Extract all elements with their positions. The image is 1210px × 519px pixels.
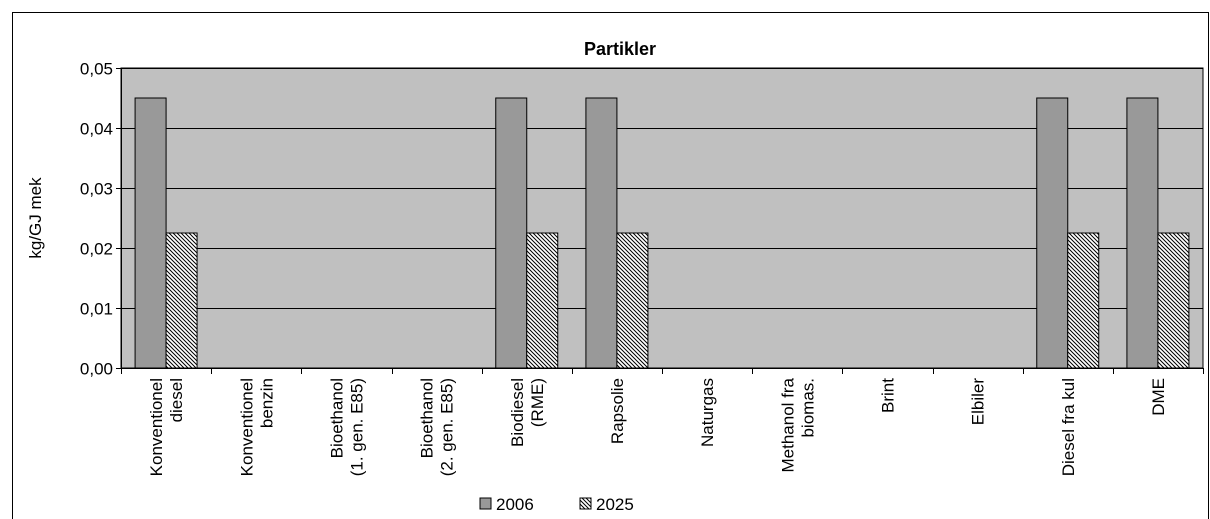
y-tick-label: 0,05 <box>80 60 113 79</box>
x-tick-label: Konventionel <box>237 378 256 476</box>
x-tick-label: (1. gen. E85) <box>347 378 366 476</box>
bar-2006 <box>585 97 618 369</box>
bar-2006 <box>1126 97 1159 369</box>
y-tick-label: 0,04 <box>80 120 113 139</box>
plot-area <box>120 67 1204 369</box>
x-tick-label: diesel <box>167 378 186 422</box>
x-tick-label: (RME) <box>528 378 547 427</box>
legend-swatch <box>579 497 592 510</box>
x-tick-label: biomas. <box>798 378 817 438</box>
y-tick-label: 0,00 <box>80 360 113 379</box>
x-tick-label: Bioethanol <box>418 378 437 458</box>
legend-label: 2025 <box>596 495 634 514</box>
legend-swatch <box>479 497 492 510</box>
x-tick-label: Rapsolie <box>608 378 627 444</box>
chart-title: Partikler <box>584 39 656 59</box>
bar-2025 <box>1157 232 1190 369</box>
bar-2025 <box>616 232 649 369</box>
x-tick-label: Naturgas <box>698 378 717 447</box>
x-tick-label: Methanol fra <box>778 377 797 472</box>
x-tick-label: Biodiesel <box>508 378 527 447</box>
y-axis-label: kg/GJ mek <box>26 177 45 259</box>
bar-2025 <box>526 232 559 369</box>
bar-group <box>134 97 1190 369</box>
x-tick-label: Elbiler <box>969 378 988 426</box>
y-tick-label: 0,02 <box>80 240 113 259</box>
y-tick-label: 0,03 <box>80 180 113 199</box>
x-tick-label: Konventionel <box>147 378 166 476</box>
bar-2006 <box>1036 97 1069 369</box>
x-tick-label: DME <box>1149 378 1168 416</box>
y-tick-label: 0,01 <box>80 300 113 319</box>
x-tick-label: Brint <box>878 378 897 413</box>
gridlines <box>121 68 1203 309</box>
legend-label: 2006 <box>496 495 534 514</box>
y-axis: 0,00 0,01 0,02 0,03 0,04 0,05 <box>80 60 122 379</box>
legend: 2006 2025 <box>479 495 634 514</box>
x-tick-label: Diesel fra kul <box>1059 378 1078 476</box>
x-tick-label: Bioethanol <box>327 378 346 458</box>
bar-2006 <box>495 97 528 369</box>
x-axis: Konventionel diesel Konventionel benzin Bioe… <box>121 368 1204 476</box>
x-tick-label: benzin <box>257 378 276 428</box>
bar-2006 <box>134 97 167 369</box>
bar-2025 <box>165 232 198 369</box>
x-tick-label: (2. gen. E85) <box>438 378 457 476</box>
bar-2025 <box>1067 232 1100 369</box>
